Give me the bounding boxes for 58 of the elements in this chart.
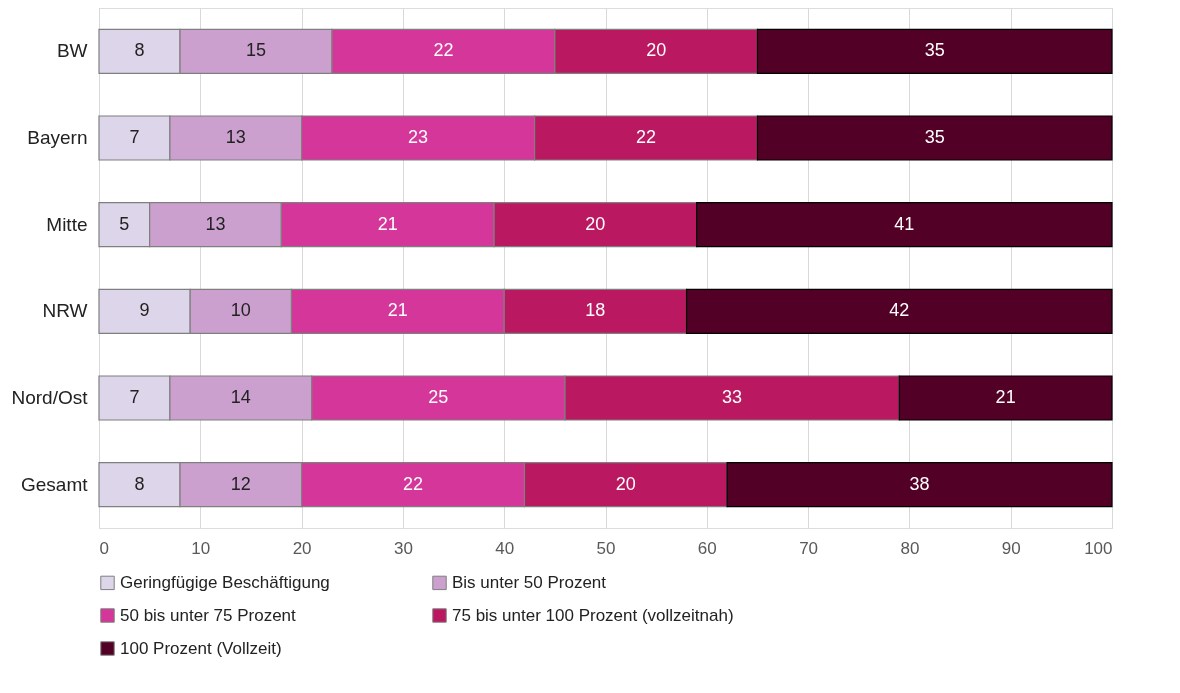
x-tick-label: 20 xyxy=(292,538,312,558)
x-tick-label: 70 xyxy=(799,538,819,558)
x-tick-label: 50 xyxy=(596,538,616,558)
data-label: 21 xyxy=(387,300,408,321)
data-label: 33 xyxy=(722,387,743,407)
data-label: 41 xyxy=(894,213,915,234)
data-label: 21 xyxy=(995,387,1016,407)
data-label: 38 xyxy=(909,473,930,494)
legend-label: Bis unter 50 Prozent xyxy=(452,572,607,592)
data-label: 20 xyxy=(646,40,667,61)
y-tick-label: Mitte xyxy=(46,213,88,235)
x-tick-label: 90 xyxy=(1001,538,1021,558)
data-label: 42 xyxy=(889,300,910,321)
data-label: 20 xyxy=(615,473,636,494)
data-label: 35 xyxy=(924,127,945,147)
x-tick-label: 100 xyxy=(1084,538,1113,558)
data-label: 8 xyxy=(134,40,145,61)
data-label: 9 xyxy=(139,300,150,321)
y-tick-label: Gesamt xyxy=(20,473,89,495)
bar xyxy=(685,288,1113,334)
data-label: 14 xyxy=(230,387,251,407)
data-label: 7 xyxy=(129,387,140,407)
x-tick-label: 40 xyxy=(495,538,515,558)
data-label: 20 xyxy=(585,213,606,234)
x-tick-label: 0 xyxy=(99,538,109,558)
data-label: 22 xyxy=(636,127,657,147)
data-label: 21 xyxy=(377,213,398,234)
legend-label: 50 bis unter 75 Prozent xyxy=(120,605,297,625)
data-label: 18 xyxy=(585,300,606,321)
x-tick-label: 60 xyxy=(697,538,717,558)
data-label: 8 xyxy=(134,473,145,494)
data-label: 10 xyxy=(230,300,251,321)
data-label: 22 xyxy=(433,40,454,61)
data-label: 7 xyxy=(129,127,140,147)
y-tick-label: NRW xyxy=(42,300,88,322)
data-label: 13 xyxy=(225,127,246,147)
y-tick-label: BW xyxy=(56,40,88,62)
x-tick-label: 10 xyxy=(191,538,211,558)
data-label: 22 xyxy=(403,473,424,494)
data-label: 25 xyxy=(428,387,449,407)
data-label: 35 xyxy=(924,40,945,61)
bar xyxy=(726,462,1113,508)
y-tick-label: Bayern xyxy=(27,127,88,148)
bar xyxy=(696,202,1113,248)
legend-label: Geringfügige Beschäftigung xyxy=(120,572,330,592)
data-label: 13 xyxy=(205,213,226,234)
data-label: 23 xyxy=(408,127,429,147)
data-label: 12 xyxy=(230,473,251,494)
x-tick-label: 80 xyxy=(900,538,920,558)
legend-label: 75 bis unter 100 Prozent (vollzeitnah) xyxy=(452,605,734,625)
legend-label: 100 Prozent (Vollzeit) xyxy=(120,638,282,658)
bar xyxy=(756,28,1113,74)
bar xyxy=(898,375,1113,421)
x-tick-label: 30 xyxy=(393,538,413,558)
y-tick-label: Nord/Ost xyxy=(11,387,89,408)
bar xyxy=(756,115,1113,161)
data-label: 5 xyxy=(119,213,130,234)
data-label: 15 xyxy=(246,40,267,61)
